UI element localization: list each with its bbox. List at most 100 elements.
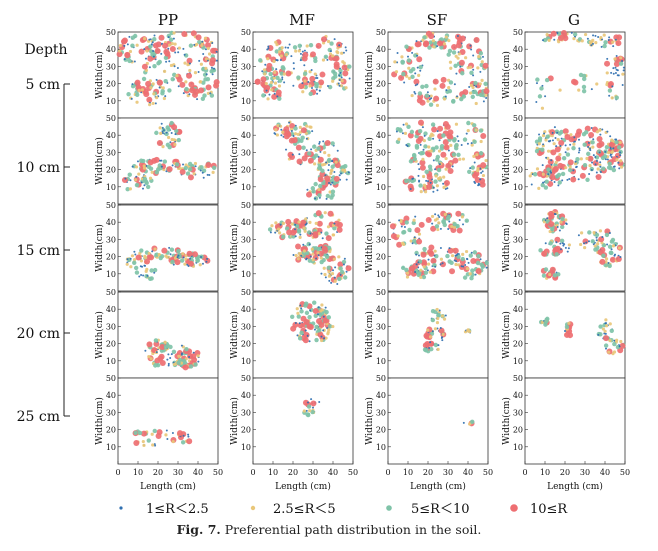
- dye-spot: [564, 166, 568, 170]
- dye-spot: [593, 247, 598, 252]
- dye-spot: [186, 250, 193, 257]
- dye-spot: [178, 166, 182, 171]
- dye-spot: [277, 96, 282, 101]
- dye-spot: [437, 344, 440, 347]
- dye-spot: [338, 44, 341, 47]
- dye-spot: [312, 300, 317, 305]
- dye-spot: [445, 216, 451, 221]
- dye-spot: [398, 74, 405, 81]
- dye-spot: [444, 314, 447, 317]
- dye-spot: [283, 126, 290, 133]
- dye-spot: [266, 97, 270, 101]
- y-tick-label: 30: [241, 62, 251, 71]
- dye-spot: [608, 231, 611, 234]
- x-axis-titles: Length (cm) Length (cm) Length (cm) Length …: [140, 481, 603, 492]
- dye-spot: [306, 323, 313, 330]
- dye-spot: [558, 152, 562, 157]
- dye-spot: [341, 168, 345, 172]
- dye-spot: [309, 51, 316, 58]
- dye-spot: [331, 54, 335, 58]
- dye-spot: [280, 46, 284, 50]
- y-axis-label: Width(cm): [94, 224, 105, 272]
- dye-spot: [194, 350, 201, 357]
- dye-spot: [169, 356, 172, 359]
- dye-spot: [426, 328, 430, 332]
- dye-spot: [317, 193, 322, 198]
- dye-spot: [192, 351, 195, 354]
- dye-spot: [137, 430, 143, 436]
- dye-spot: [432, 45, 436, 49]
- dye-spot: [414, 72, 417, 75]
- dye-spot: [285, 218, 292, 225]
- dye-spot: [482, 100, 485, 103]
- dye-spot: [347, 171, 350, 174]
- dye-spot: [281, 130, 285, 134]
- dye-spot: [313, 72, 317, 76]
- dye-spot: [159, 344, 166, 351]
- y-tick-label: 10: [513, 183, 523, 192]
- dye-spot: [587, 240, 590, 243]
- dye-spot: [477, 54, 481, 59]
- dye-spot: [176, 256, 179, 259]
- dye-spot: [443, 144, 450, 151]
- dye-spot: [537, 142, 541, 146]
- dye-spot: [165, 131, 168, 134]
- dye-spot: [172, 138, 176, 142]
- dye-spot: [472, 74, 475, 77]
- dye-spot: [432, 159, 435, 162]
- dye-spot: [603, 332, 606, 335]
- dye-spot: [543, 130, 547, 134]
- dye-spot: [565, 222, 568, 225]
- dye-spot: [411, 152, 417, 158]
- dye-spot: [555, 145, 558, 148]
- dye-spot: [305, 412, 310, 417]
- dye-spot: [472, 154, 476, 158]
- dye-spot: [417, 174, 420, 177]
- dye-spot: [484, 93, 488, 97]
- dye-spot: [434, 174, 438, 178]
- dye-spot: [421, 38, 425, 42]
- dye-spot: [474, 101, 478, 106]
- dye-spot: [402, 123, 405, 126]
- dye-spot: [292, 45, 298, 50]
- x-tick-label: 20: [560, 468, 570, 477]
- dye-spot: [307, 315, 312, 320]
- dye-spot: [147, 159, 154, 166]
- dye-spot: [190, 30, 197, 37]
- dye-spot: [156, 79, 163, 86]
- dye-spot: [149, 49, 154, 54]
- dye-spot: [135, 254, 142, 261]
- dye-spot: [162, 96, 166, 101]
- dye-spot: [418, 183, 423, 188]
- dye-spot: [340, 79, 344, 83]
- dye-spot: [596, 135, 603, 142]
- dye-spot: [434, 265, 437, 268]
- dye-spot: [205, 161, 212, 168]
- dye-spot: [599, 258, 606, 265]
- dye-spot: [176, 360, 181, 366]
- dye-spot: [470, 142, 473, 145]
- dye-spot: [153, 338, 159, 343]
- dye-spot: [433, 179, 438, 184]
- dye-spot: [433, 95, 440, 102]
- y-axis-label: Width(cm): [94, 137, 105, 185]
- dye-spot: [586, 151, 591, 157]
- dye-spot: [165, 60, 168, 63]
- dye-spot: [621, 72, 625, 76]
- dye-spot: [209, 57, 216, 64]
- dye-spot: [211, 73, 214, 76]
- y-tick-label: 10: [513, 97, 523, 106]
- dye-spot: [336, 221, 343, 228]
- dye-spot: [188, 68, 192, 73]
- dye-spot: [297, 220, 301, 224]
- dye-spot: [603, 329, 607, 333]
- dye-spot: [284, 46, 287, 49]
- dye-spot: [280, 128, 283, 131]
- dye-spot: [206, 257, 209, 260]
- dye-spot: [442, 182, 445, 185]
- dye-spot: [439, 82, 446, 89]
- dye-spot: [327, 169, 330, 172]
- dye-spot: [615, 338, 619, 342]
- dye-spot: [471, 85, 475, 90]
